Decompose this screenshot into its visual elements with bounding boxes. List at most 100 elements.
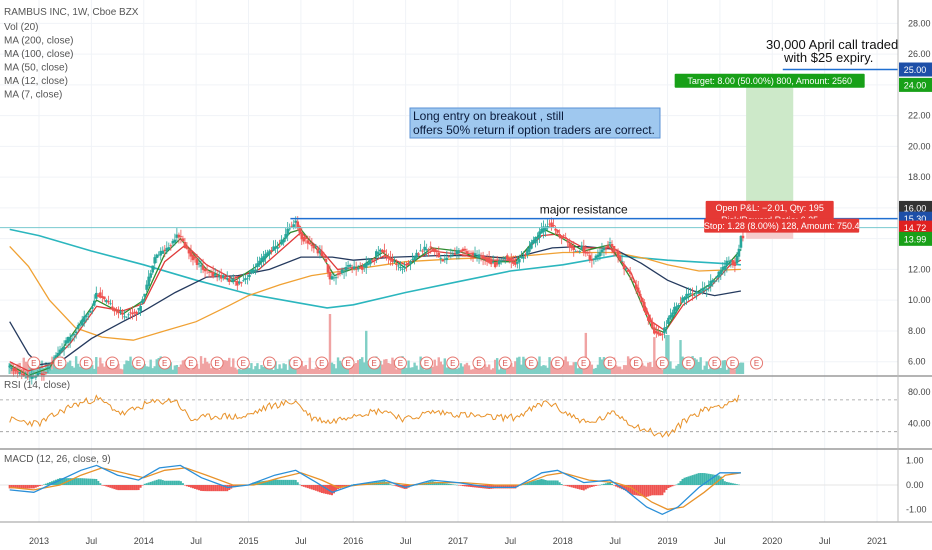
volume-bar <box>620 369 624 374</box>
macd-histogram-bar <box>318 485 321 493</box>
macd-histogram-bar <box>729 482 732 485</box>
candle-body <box>22 373 26 377</box>
candle-body <box>507 257 511 260</box>
macd-histogram-bar <box>649 485 652 496</box>
earnings-marker-letter: E <box>31 359 36 368</box>
candle-body <box>576 251 580 252</box>
earnings-marker[interactable] <box>393 356 407 370</box>
macd-histogram-bar <box>200 485 203 491</box>
volume-bar <box>224 360 227 374</box>
earnings-marker[interactable] <box>236 356 250 370</box>
candle-body <box>105 300 108 303</box>
price-badge-text: 25.00 <box>904 65 927 75</box>
volume-bar <box>731 365 735 374</box>
macd-histogram-bar <box>584 485 587 490</box>
earnings-marker[interactable] <box>315 356 329 370</box>
earnings-marker[interactable] <box>577 356 591 370</box>
volume-bar <box>538 356 541 374</box>
earnings-marker[interactable] <box>629 356 643 370</box>
candle-body <box>368 259 372 265</box>
candle-body <box>717 271 721 278</box>
candle-body <box>370 259 374 261</box>
volume-bar <box>207 363 211 374</box>
candle-body <box>636 287 640 293</box>
volume-bar <box>145 366 148 374</box>
candle-body <box>499 259 503 261</box>
earnings-marker[interactable] <box>132 356 146 370</box>
volume-bar <box>687 369 690 374</box>
volume-bar <box>129 356 132 374</box>
earnings-marker[interactable] <box>262 356 276 370</box>
earnings-marker[interactable] <box>655 356 669 370</box>
candle-body <box>413 256 416 261</box>
earnings-marker[interactable] <box>708 356 722 370</box>
earnings-marker[interactable] <box>53 356 67 370</box>
earnings-marker[interactable] <box>289 356 303 370</box>
candle-body <box>431 248 435 251</box>
macd-histogram-bar <box>532 481 535 485</box>
candle-body <box>270 249 273 252</box>
volume-bar <box>516 357 519 374</box>
macd-histogram-bar <box>723 481 726 485</box>
earnings-marker[interactable] <box>341 356 355 370</box>
earnings-marker[interactable] <box>603 356 617 370</box>
earnings-marker-letter: E <box>555 359 560 368</box>
earnings-marker[interactable] <box>158 356 172 370</box>
rsi-tick-label: 80.00 <box>908 387 931 397</box>
macd-histogram-bar <box>220 485 223 492</box>
volume-bar <box>455 368 459 374</box>
earnings-marker[interactable] <box>27 356 41 370</box>
earnings-marker[interactable] <box>551 356 565 370</box>
earnings-marker[interactable] <box>105 356 119 370</box>
volume-bar <box>201 363 205 374</box>
volume-bar <box>413 362 416 374</box>
earnings-marker[interactable] <box>210 356 224 370</box>
candle-body <box>354 268 358 270</box>
breakout-note-box[interactable] <box>409 107 661 139</box>
stop-zone[interactable] <box>746 227 794 239</box>
macd-histogram-bar <box>395 485 398 487</box>
volume-bar <box>711 364 714 374</box>
target-label-box <box>674 73 865 88</box>
macd-histogram-bar <box>10 485 13 489</box>
volume-bar <box>133 363 136 374</box>
macd-histogram-bar <box>310 485 313 490</box>
earnings-marker[interactable] <box>498 356 512 370</box>
volume-bar <box>487 364 491 374</box>
earnings-marker[interactable] <box>184 356 198 370</box>
time-tick-label: 2014 <box>134 536 154 546</box>
earnings-marker[interactable] <box>446 356 460 370</box>
earnings-marker[interactable] <box>472 356 486 370</box>
candle-body <box>469 252 473 254</box>
earnings-marker-letter: E <box>162 359 167 368</box>
price-tick-label: 22.00 <box>908 111 931 121</box>
volume-bar <box>389 363 392 374</box>
candle-body <box>417 253 420 255</box>
candle-body <box>733 261 737 266</box>
earnings-marker[interactable] <box>367 356 381 370</box>
price-badge-text: 16.00 <box>904 203 927 213</box>
macd-histogram-bar <box>657 485 660 496</box>
earnings-marker[interactable] <box>420 356 434 370</box>
macd-histogram-bar <box>268 480 271 485</box>
candle-body <box>99 292 102 298</box>
macd-histogram-bar <box>681 478 684 485</box>
volume-bar <box>659 368 662 374</box>
earnings-marker[interactable] <box>524 356 538 370</box>
candle-body <box>366 262 370 266</box>
earnings-marker[interactable] <box>725 356 739 370</box>
volume-bar <box>181 360 185 374</box>
earnings-marker[interactable] <box>750 356 764 370</box>
earnings-marker[interactable] <box>681 356 695 370</box>
macd-histogram-bar <box>189 485 192 488</box>
volume-bar <box>226 360 229 374</box>
time-tick-label: Jul <box>400 536 412 546</box>
volume-bar <box>197 368 201 374</box>
macd-histogram-bar <box>157 479 160 485</box>
macd-histogram-bar <box>675 484 678 486</box>
candle-body <box>518 259 521 263</box>
earnings-marker[interactable] <box>79 356 93 370</box>
candle-body <box>711 279 715 283</box>
